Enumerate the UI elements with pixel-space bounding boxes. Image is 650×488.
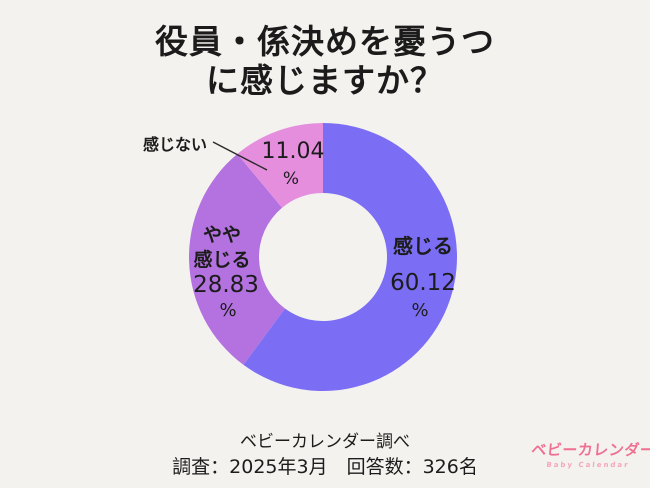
chart-title-line2: に感じますか？ [206,61,444,100]
chart-title-line1: 役員・係決めを憂うつ [155,22,495,61]
callout-line [212,141,268,171]
slice-unit-kanjiru: % [411,300,429,321]
slice-label-yaya-line2: 感じる [193,249,251,271]
slice-value-kanjinai: 11.04 [261,139,325,164]
brand-logo-subtext: Baby Calendar [546,461,631,469]
donut-slice-2 [237,123,323,208]
slice-unit-kanjinai: % [282,169,300,189]
donut-slice-1 [188,153,285,365]
slice-value-kanjiru: 60.12 [390,270,456,296]
source-note: ベビーカレンダー調べ [240,432,410,452]
survey-details: 調査：2025年3月 回答数：326名 [172,456,478,478]
brand-logo-text: ベビーカレンダー [530,441,650,459]
slice-label-yaya-line1: やや [202,224,241,246]
slice-unit-yaya: % [219,300,237,321]
chart-title: 役員・係決めを憂うつ に感じますか？ [0,22,650,100]
slice-label-kanjiru: 感じる [393,234,453,258]
donut-slice-0 [243,123,458,391]
callout-label-kanjinai: 感じない [142,135,207,154]
brand-logo: ベビーカレンダー Baby Calendar [530,439,650,469]
slice-value-yaya: 28.83 [193,272,259,298]
